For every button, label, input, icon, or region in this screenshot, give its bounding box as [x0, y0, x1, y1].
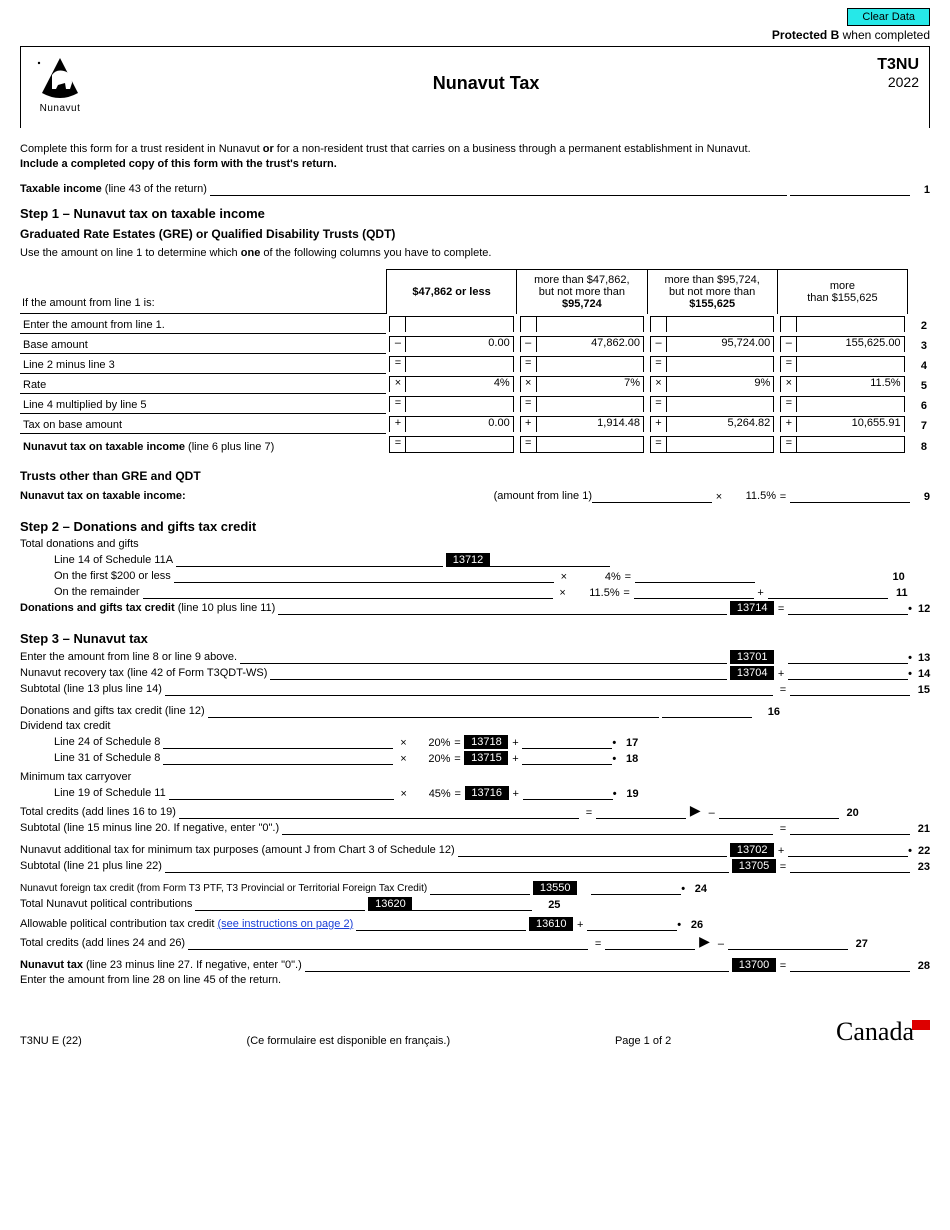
line27-field1[interactable]: [605, 936, 695, 950]
step1-heading: Step 1 – Nunavut tax on taxable income: [20, 206, 930, 221]
line-19: Line 19 of Schedule 11 ×45%= 13716 + •19: [20, 786, 930, 800]
table-row: Base amount –0.00 –47,862.00 –95,724.00 …: [20, 334, 930, 354]
form-title: Nunavut Tax: [95, 55, 877, 94]
line14-field[interactable]: [788, 666, 908, 680]
intro-text: Complete this form for a trust resident …: [20, 142, 930, 172]
protected-label: Protected B when completed: [20, 28, 930, 42]
table-row: Line 2 minus line 3 = = = = 4: [20, 354, 930, 374]
page-footer: T3NU E (22) (Ce formulaire est disponibl…: [20, 1017, 930, 1047]
nunavut-logo: Nunavut: [25, 55, 95, 114]
page-number: Page 1 of 2: [615, 1035, 671, 1047]
line-1-amount[interactable]: [790, 182, 910, 196]
line-14: Nunavut recovery tax (line 42 of Form T3…: [20, 666, 930, 680]
line-10: On the first $200 or less × 4% = 10: [20, 569, 930, 583]
line-16: Donations and gifts tax credit (line 12)…: [20, 704, 930, 718]
line-21: Subtotal (line 15 minus line 20. If nega…: [20, 821, 930, 835]
line19-field[interactable]: [523, 786, 613, 800]
line12-field[interactable]: [788, 601, 908, 615]
clear-data-button[interactable]: Clear Data: [847, 8, 930, 26]
line-13: Enter the amount from line 8 or line 9 a…: [20, 650, 930, 664]
code-13550: 13550: [533, 881, 577, 895]
french-note: (Ce formulaire est disponible en françai…: [247, 1035, 451, 1047]
step2-heading: Step 2 – Donations and gifts tax credit: [20, 519, 930, 534]
line22-field[interactable]: [788, 843, 908, 857]
code-13702: 13702: [730, 843, 774, 857]
line26-field[interactable]: [587, 917, 677, 931]
line-23: Subtotal (line 21 plus line 22) 13705 = …: [20, 859, 930, 873]
code-13715: 13715: [464, 751, 508, 765]
code-13718: 13718: [464, 735, 508, 749]
table-row: Enter the amount from line 1. 2: [20, 314, 930, 334]
dividend-heading: Dividend tax credit: [20, 720, 930, 733]
line-9: Nunavut tax on taxable income: (amount f…: [20, 489, 930, 503]
line27-field2[interactable]: [728, 936, 848, 950]
step1-desc: Use the amount on line 1 to determine wh…: [20, 247, 930, 259]
line-15: Subtotal (line 13 plus line 14) = 15: [20, 682, 930, 696]
polar-bear-icon: [32, 55, 88, 105]
line25-field[interactable]: [412, 897, 532, 911]
line20-field2[interactable]: [719, 805, 839, 819]
line18-field[interactable]: [522, 751, 612, 765]
code-13704: 13704: [730, 666, 774, 680]
line-1-input[interactable]: [210, 182, 787, 196]
line28-field[interactable]: [790, 958, 910, 972]
line-1: Taxable income (line 43 of the return) 1: [20, 182, 930, 196]
code-13714: 13714: [730, 601, 774, 615]
line11-field[interactable]: [634, 585, 754, 599]
line10-field[interactable]: [635, 569, 755, 583]
code-13701: 13701: [730, 650, 774, 664]
line21-field[interactable]: [790, 821, 910, 835]
code-13610: 13610: [529, 917, 573, 931]
step3-heading: Step 3 – Nunavut tax: [20, 631, 930, 646]
line-27: Total credits (add lines 24 and 26) = ▶ …: [20, 933, 930, 950]
line23-field[interactable]: [790, 859, 910, 873]
line16-field[interactable]: [662, 704, 752, 718]
total-donations: Total donations and gifts: [20, 538, 930, 551]
table-row: Nunavut tax on taxable income (line 6 pl…: [20, 434, 930, 455]
line17-field[interactable]: [522, 735, 612, 749]
form-code-year: T3NU 2022: [877, 55, 919, 91]
sched11a-amount[interactable]: [490, 553, 610, 567]
line24-field[interactable]: [591, 881, 681, 895]
line13-field[interactable]: [788, 650, 908, 664]
table-row: Tax on base amount +0.00 +1,914.48 +5,26…: [20, 414, 930, 434]
line-schedule11a: Line 14 of Schedule 11A 13712: [20, 553, 930, 567]
top-bar: Clear Data Protected B when completed: [20, 8, 930, 42]
line20-field1[interactable]: [596, 805, 686, 819]
line-22: Nunavut additional tax for minimum tax p…: [20, 843, 930, 857]
flag-icon: [912, 1020, 930, 1030]
line11-result[interactable]: [768, 585, 888, 599]
line-18: Line 31 of Schedule 8 ×20%= 13715 + •18: [20, 751, 930, 765]
line-20: Total credits (add lines 16 to 19) = ▶ –…: [20, 802, 930, 819]
code-13700: 13700: [732, 958, 776, 972]
other-trusts-heading: Trusts other than GRE and QDT: [20, 469, 930, 483]
code-13716: 13716: [465, 786, 509, 800]
logo-label: Nunavut: [25, 103, 95, 114]
line-24: Nunavut foreign tax credit (from Form T3…: [20, 881, 930, 895]
code-13712: 13712: [446, 553, 490, 567]
line9-input1[interactable]: [592, 489, 712, 503]
line-28-note: Enter the amount from line 28 on line 45…: [20, 974, 930, 987]
code-13705: 13705: [732, 859, 776, 873]
line9-result[interactable]: [790, 489, 910, 503]
canada-wordmark: Canada: [836, 1017, 930, 1047]
table-row: Line 4 multiplied by line 5 = = = = 6: [20, 394, 930, 414]
line-25: Total Nunavut political contributions 13…: [20, 897, 930, 911]
line-28: Nunavut tax (line 23 minus line 27. If n…: [20, 958, 930, 972]
form-id: T3NU E (22): [20, 1035, 82, 1047]
line-12: Donations and gifts tax credit (line 10 …: [20, 601, 930, 615]
table-row: Rate ×4% ×7% ×9% ×11.5% 5: [20, 374, 930, 394]
line-17: Line 24 of Schedule 8 ×20%= 13718 + •17: [20, 735, 930, 749]
min-carryover-heading: Minimum tax carryover: [20, 771, 930, 784]
form-header: Nunavut Nunavut Tax T3NU 2022: [20, 46, 930, 128]
code-13620: 13620: [368, 897, 412, 911]
line-26: Allowable political contribution tax cre…: [20, 917, 930, 931]
step1-subheading: Graduated Rate Estates (GRE) or Qualifie…: [20, 227, 930, 241]
instructions-link[interactable]: (see instructions on page 2): [218, 918, 354, 930]
bracket-table: If the amount from line 1 is: $47,862 or…: [20, 269, 930, 455]
line15-field[interactable]: [790, 682, 910, 696]
line-11: On the remainder × 11.5% = + 11: [20, 585, 930, 599]
